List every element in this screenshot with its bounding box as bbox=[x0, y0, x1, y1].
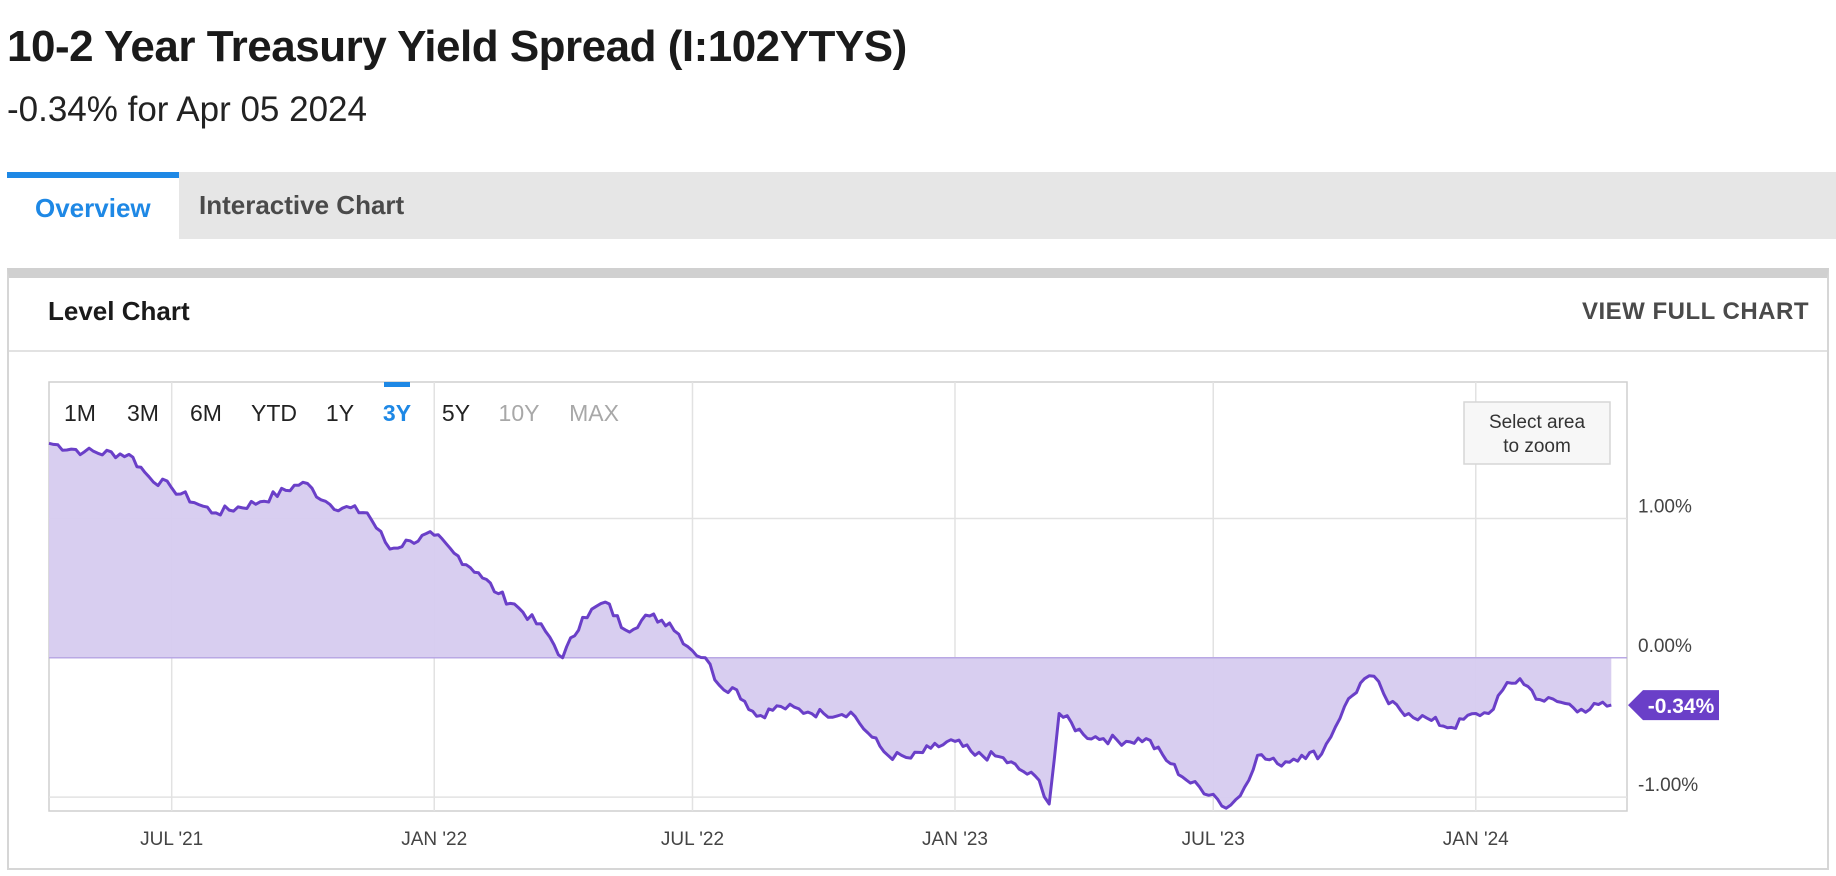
range-button-1m[interactable]: 1M bbox=[64, 400, 96, 426]
range-button-3y[interactable]: 3Y bbox=[383, 400, 411, 426]
tab-overview[interactable]: Overview bbox=[7, 172, 179, 239]
x-tick-label: JUL '23 bbox=[1182, 829, 1245, 850]
zoom-hint-text: Select area bbox=[1489, 412, 1586, 433]
range-button-ytd[interactable]: YTD bbox=[251, 400, 297, 426]
tab-interactive-chart[interactable]: Interactive Chart bbox=[199, 190, 405, 220]
zoom-hint: Select area to zoom bbox=[1463, 401, 1611, 465]
range-button-6m[interactable]: 6M bbox=[190, 400, 222, 426]
range-button-5y[interactable]: 5Y bbox=[442, 400, 470, 426]
page-title: 10-2 Year Treasury Yield Spread (I:102YT… bbox=[7, 22, 907, 71]
range-button-3m[interactable]: 3M bbox=[127, 400, 159, 426]
axis-ticks: JUL '21 JAN '22 JUL '22 JAN '23 JUL '23 JAN '… bbox=[140, 497, 1698, 851]
zoom-hint-text: to zoom bbox=[1503, 436, 1571, 457]
x-tick-label: JAN '23 bbox=[922, 829, 988, 850]
range-active-indicator bbox=[384, 382, 410, 387]
x-tick-label: JUL '22 bbox=[661, 829, 724, 850]
zoom-hint-box bbox=[1463, 401, 1611, 465]
panel-header: Level Chart VIEW FULL CHART bbox=[9, 278, 1827, 352]
x-tick-label: JAN '22 bbox=[401, 829, 467, 850]
range-button-1y[interactable]: 1Y bbox=[326, 400, 354, 426]
last-value-badge bbox=[1628, 690, 1719, 721]
y-tick-label: -1.00% bbox=[1638, 775, 1698, 796]
y-tick-label: 0.00% bbox=[1638, 636, 1692, 657]
view-full-chart-link[interactable]: VIEW FULL CHART bbox=[1581, 298, 1809, 325]
y-tick-label: 1.00% bbox=[1638, 497, 1692, 518]
range-button-max: MAX bbox=[569, 400, 619, 426]
series-line bbox=[48, 441, 1612, 810]
last-value-text: -0.34% bbox=[1648, 695, 1715, 718]
page-subtitle: -0.34% for Apr 05 2024 bbox=[7, 90, 367, 129]
x-tick-label: JUL '21 bbox=[140, 829, 203, 850]
panel-title: Level Chart bbox=[48, 296, 190, 326]
x-tick-label: JAN '24 bbox=[1443, 829, 1509, 850]
last-value-label: -0.34% bbox=[1628, 690, 1719, 721]
tab-bar: Overview Interactive Chart bbox=[7, 172, 1836, 239]
series-area bbox=[48, 441, 1627, 810]
range-button-10y: 10Y bbox=[499, 400, 540, 426]
range-selector: 1M 3M 6M YTD 1Y 3Y 5Y 10Y MAX bbox=[64, 382, 619, 426]
series-fill bbox=[49, 443, 1612, 809]
